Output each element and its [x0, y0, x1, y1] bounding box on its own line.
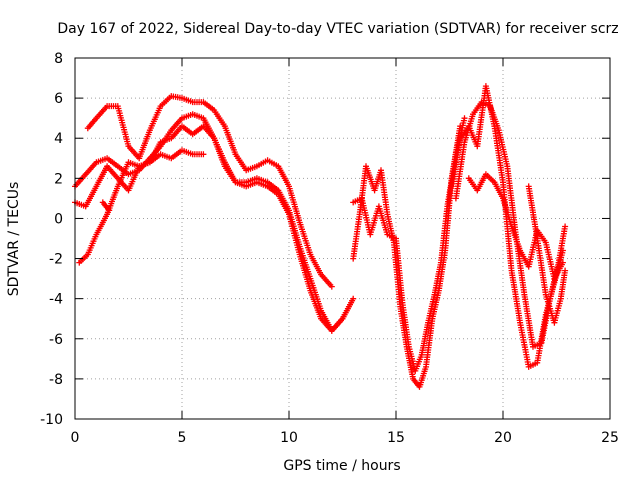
- series-sat-track-8: [448, 83, 566, 370]
- axis-ticks: -10 -8 -6 -4 -2 0 2 4 6 8 0 5 10 15 20 25: [40, 51, 619, 446]
- x-tick-label: 10: [280, 430, 298, 446]
- y-tick-label: 4: [54, 131, 63, 147]
- data-series: [72, 83, 569, 390]
- y-tick-label: -6: [49, 332, 63, 348]
- x-tick-label: 20: [494, 430, 512, 446]
- series-sat-track-4: [76, 147, 207, 266]
- y-tick-label: -2: [49, 252, 63, 268]
- data-point: [200, 151, 207, 158]
- series-sat-track-5: [99, 199, 113, 214]
- data-point: [339, 315, 346, 322]
- y-tick-label: -8: [49, 372, 63, 388]
- chart-title: Day 167 of 2022, Sidereal Day-to-day VTE…: [57, 21, 618, 37]
- y-tick-label: 6: [54, 91, 63, 107]
- series-sat-track-7: [350, 115, 468, 374]
- data-point: [562, 223, 569, 230]
- series-sat-track-6: [350, 123, 464, 390]
- series-sat-track-3: [84, 93, 335, 290]
- data-point: [562, 267, 569, 274]
- y-axis-label: SDTVAR / TECUs: [6, 182, 22, 297]
- data-point: [350, 295, 357, 302]
- y-tick-label: -10: [40, 412, 63, 428]
- series-sat-track-11: [525, 183, 569, 326]
- series-sat-track-10: [465, 171, 566, 282]
- y-tick-label: 8: [54, 51, 63, 67]
- data-point: [106, 207, 113, 214]
- x-tick-label: 25: [601, 430, 619, 446]
- data-point: [328, 283, 335, 290]
- x-tick-label: 5: [178, 430, 187, 446]
- y-tick-label: 2: [54, 171, 63, 187]
- series-line: [468, 173, 564, 280]
- plot-frame: [74, 57, 611, 420]
- data-point: [461, 115, 468, 122]
- x-tick-label: 15: [387, 430, 405, 446]
- data-point: [559, 259, 566, 266]
- x-tick-label: 0: [71, 430, 80, 446]
- series-sat-track-9: [452, 99, 569, 350]
- y-tick-label: -4: [49, 292, 63, 308]
- y-tick-label: 0: [54, 211, 63, 227]
- series-sat-track-2: [72, 123, 346, 334]
- x-axis-label: GPS time / hours: [283, 458, 400, 474]
- series-line: [352, 118, 466, 372]
